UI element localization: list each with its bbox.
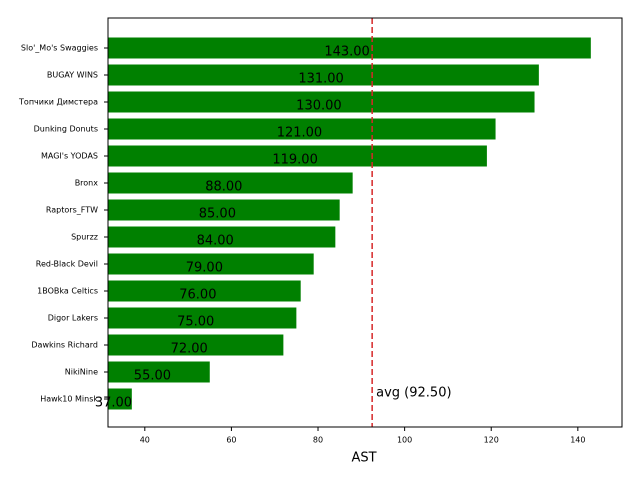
bar — [108, 91, 535, 113]
value-label: 88.00 — [205, 180, 242, 195]
x-tick-label: 80 — [313, 436, 323, 445]
bar — [108, 118, 496, 140]
y-tick-label: Dawkins Richard — [31, 341, 98, 350]
y-tick-label: Hawk10 Minsk — [40, 395, 98, 404]
bar — [108, 37, 591, 59]
average-label: avg (92.50) — [376, 386, 451, 401]
y-tick-label: Dunking Donuts — [34, 125, 98, 134]
value-label: 75.00 — [177, 315, 214, 330]
value-label: 85.00 — [199, 207, 236, 222]
y-tick-label: Red-Black Devil — [36, 260, 98, 269]
x-axis-label: AST — [351, 451, 376, 466]
value-label: 121.00 — [277, 126, 323, 141]
value-label: 37.00 — [95, 396, 132, 411]
value-label: 119.00 — [272, 153, 318, 168]
x-tick-label: 60 — [226, 436, 236, 445]
y-tick-label: 1BOBka Celtics — [37, 287, 98, 296]
y-tick-label: Digor Lakers — [48, 314, 98, 323]
y-tick-label: NikiNine — [65, 368, 98, 377]
value-label: 84.00 — [197, 234, 234, 249]
value-label: 55.00 — [134, 369, 171, 384]
x-tick-label: 40 — [140, 436, 150, 445]
y-tick-label: BUGAY WINS — [47, 71, 98, 80]
plot-frame — [107, 17, 623, 428]
bar — [108, 172, 353, 194]
value-label: 76.00 — [179, 288, 216, 303]
y-tick-label: MAGI's YODAS — [41, 152, 98, 161]
bar — [108, 388, 132, 410]
value-label: 131.00 — [298, 72, 344, 87]
bar — [108, 64, 539, 86]
bar — [108, 199, 340, 221]
x-tick-label: 140 — [570, 436, 585, 445]
bar — [108, 307, 297, 329]
x-tick-label: 120 — [484, 436, 499, 445]
bar — [108, 280, 301, 302]
bar — [108, 145, 487, 167]
x-tick-label: 100 — [397, 436, 412, 445]
value-label: 79.00 — [186, 261, 223, 276]
y-tick-label: Spurzz — [71, 233, 98, 242]
bar — [108, 226, 336, 248]
value-label: 143.00 — [324, 45, 370, 60]
bar — [108, 361, 210, 383]
bar — [108, 253, 314, 275]
y-tick-label: Slo'_Mo's Swaggies — [21, 44, 98, 53]
y-tick-label: Bronx — [75, 179, 99, 188]
y-tick-label: Топчики Димстера — [18, 98, 98, 107]
value-label: 72.00 — [171, 342, 208, 357]
bar — [108, 334, 284, 356]
value-label: 130.00 — [296, 99, 342, 114]
y-tick-label: Raptors_FTW — [46, 206, 98, 215]
